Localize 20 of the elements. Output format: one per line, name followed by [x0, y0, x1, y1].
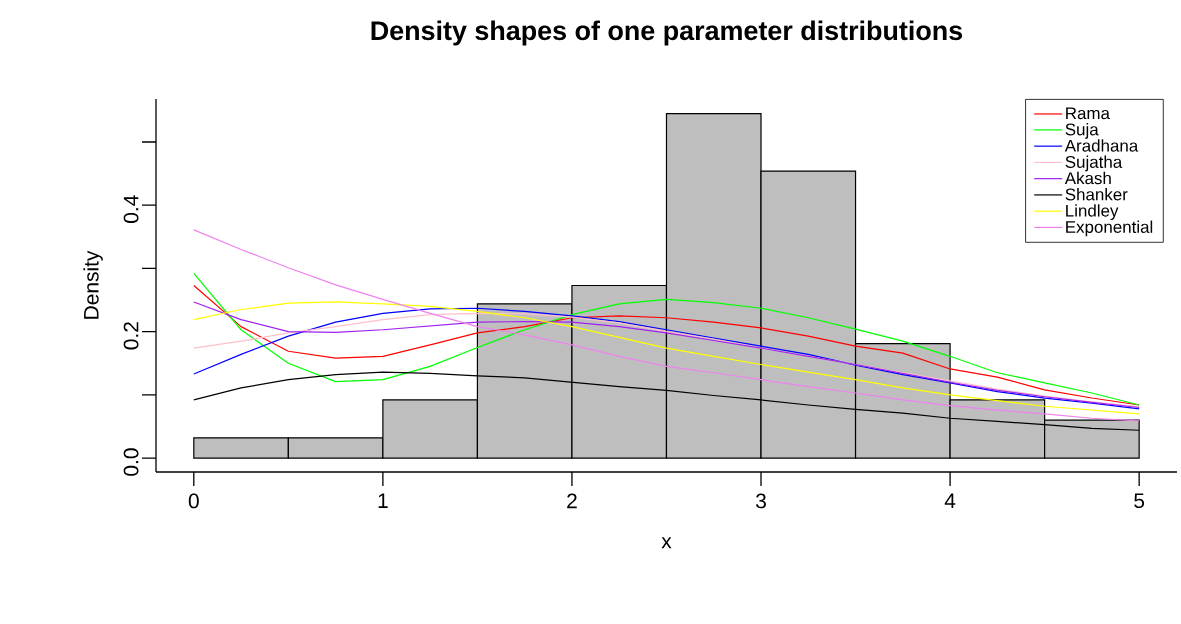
legend-label: Suja [1065, 123, 1099, 139]
x-tick-label: 3 [755, 493, 766, 509]
y-tick-label: 0.0 [123, 448, 139, 476]
x-tick-label: 4 [944, 493, 956, 508]
legend-label: Sujatha [1065, 155, 1123, 172]
x-tick-label: 5 [1134, 493, 1145, 509]
x-axis-title: x [661, 537, 672, 549]
x-tick-label: 0 [188, 493, 199, 509]
chart-title: Density shapes of one parameter distributions [371, 20, 963, 46]
legend-label: Akash [1064, 171, 1111, 185]
y-axis-title: Density [83, 250, 103, 319]
legend-label: Aradhana [1064, 139, 1139, 152]
y-tick-label: 0.2 [123, 322, 139, 350]
legend-label: Lindley [1066, 204, 1119, 221]
legend-label: Rama [1066, 107, 1110, 120]
legend-label: Shanker [1065, 188, 1128, 201]
x-tick-label: 1 [378, 493, 388, 508]
legend-label: Exponential [1066, 220, 1153, 237]
y-tick-label: 0.4 [123, 195, 139, 223]
x-tick-label: 2 [567, 493, 577, 509]
